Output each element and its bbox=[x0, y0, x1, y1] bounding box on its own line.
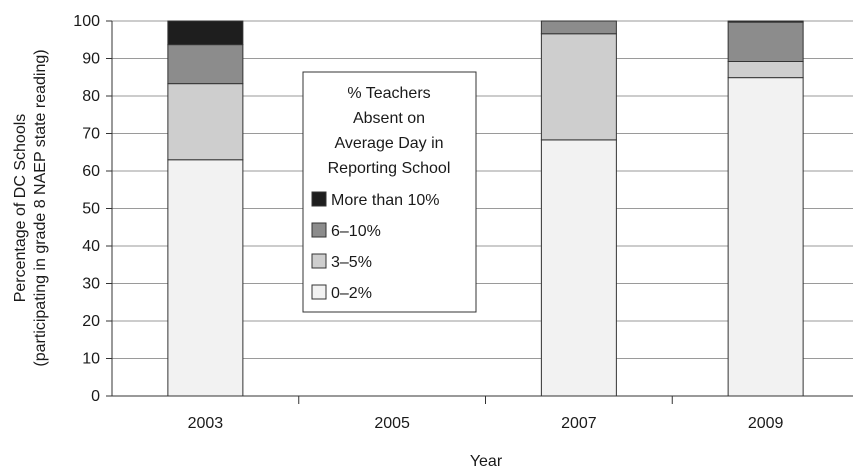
bar-2009-3-5- bbox=[727, 61, 804, 79]
bar-2007-3-5- bbox=[540, 33, 617, 141]
legend-swatch-3-5 bbox=[311, 253, 327, 269]
y-tick-label-30: 30 bbox=[82, 276, 100, 293]
legend-label-6-10: 6–10% bbox=[331, 223, 381, 240]
bar-2003-0-2- bbox=[167, 159, 244, 397]
legend-title-line-3: Average Day in bbox=[334, 135, 443, 152]
bar-2007-0-2- bbox=[540, 139, 617, 397]
legend-swatch-more-than-10 bbox=[311, 191, 327, 207]
y-tick-label-90: 90 bbox=[82, 51, 100, 68]
bar-2003-6-10- bbox=[167, 44, 244, 85]
y-tick-label-40: 40 bbox=[82, 238, 100, 255]
legend-label-0-2: 0–2% bbox=[331, 285, 372, 302]
x-tick-label-2007: 2007 bbox=[561, 415, 597, 432]
x-axis-title: Year bbox=[470, 453, 503, 470]
legend-title-line-4: Reporting School bbox=[328, 160, 451, 177]
legend-box bbox=[302, 71, 477, 313]
bar-2009-0-2- bbox=[727, 77, 804, 397]
y-axis-title-line-1: Percentage of DC Schools bbox=[12, 114, 29, 303]
y-tick-label-70: 70 bbox=[82, 126, 100, 143]
bar-2003-3-5- bbox=[167, 83, 244, 161]
x-tick-label-2009: 2009 bbox=[748, 415, 784, 432]
legend-title-line-1: % Teachers bbox=[347, 85, 430, 102]
bars bbox=[167, 20, 804, 397]
y-tick-label-20: 20 bbox=[82, 313, 100, 330]
legend: % Teachers Absent on Average Day in Repo… bbox=[302, 71, 477, 313]
bar-2003-more-than-10- bbox=[167, 20, 244, 46]
legend-swatch-0-2 bbox=[311, 284, 327, 300]
legend-title-line-2: Absent on bbox=[353, 110, 425, 127]
y-tick-label-50: 50 bbox=[82, 201, 100, 218]
bar-2007-6-10- bbox=[540, 20, 617, 35]
legend-label-3-5: 3–5% bbox=[331, 254, 372, 271]
axes: 0 10 20 30 40 50 60 70 80 90 100 2003 2005 2007 2009 bbox=[73, 13, 853, 432]
y-tick-label-60: 60 bbox=[82, 163, 100, 180]
y-tick-label-100: 100 bbox=[73, 13, 100, 30]
x-tick-label-2005: 2005 bbox=[374, 415, 410, 432]
legend-label-more-than-10: More than 10% bbox=[331, 192, 440, 209]
y-tick-label-10: 10 bbox=[82, 351, 100, 368]
x-tick-label-2003: 2003 bbox=[188, 415, 224, 432]
legend-swatch-6-10 bbox=[311, 222, 327, 238]
y-tick-label-0: 0 bbox=[91, 388, 100, 405]
y-axis-title: Percentage of DC Schools (participating … bbox=[12, 49, 49, 366]
y-axis-title-line-2: (participating in grade 8 NAEP state rea… bbox=[32, 49, 49, 366]
bar-2009-6-10- bbox=[727, 21, 804, 62]
bar-2009-more-than-10- bbox=[727, 20, 804, 23]
y-tick-label-80: 80 bbox=[82, 88, 100, 105]
